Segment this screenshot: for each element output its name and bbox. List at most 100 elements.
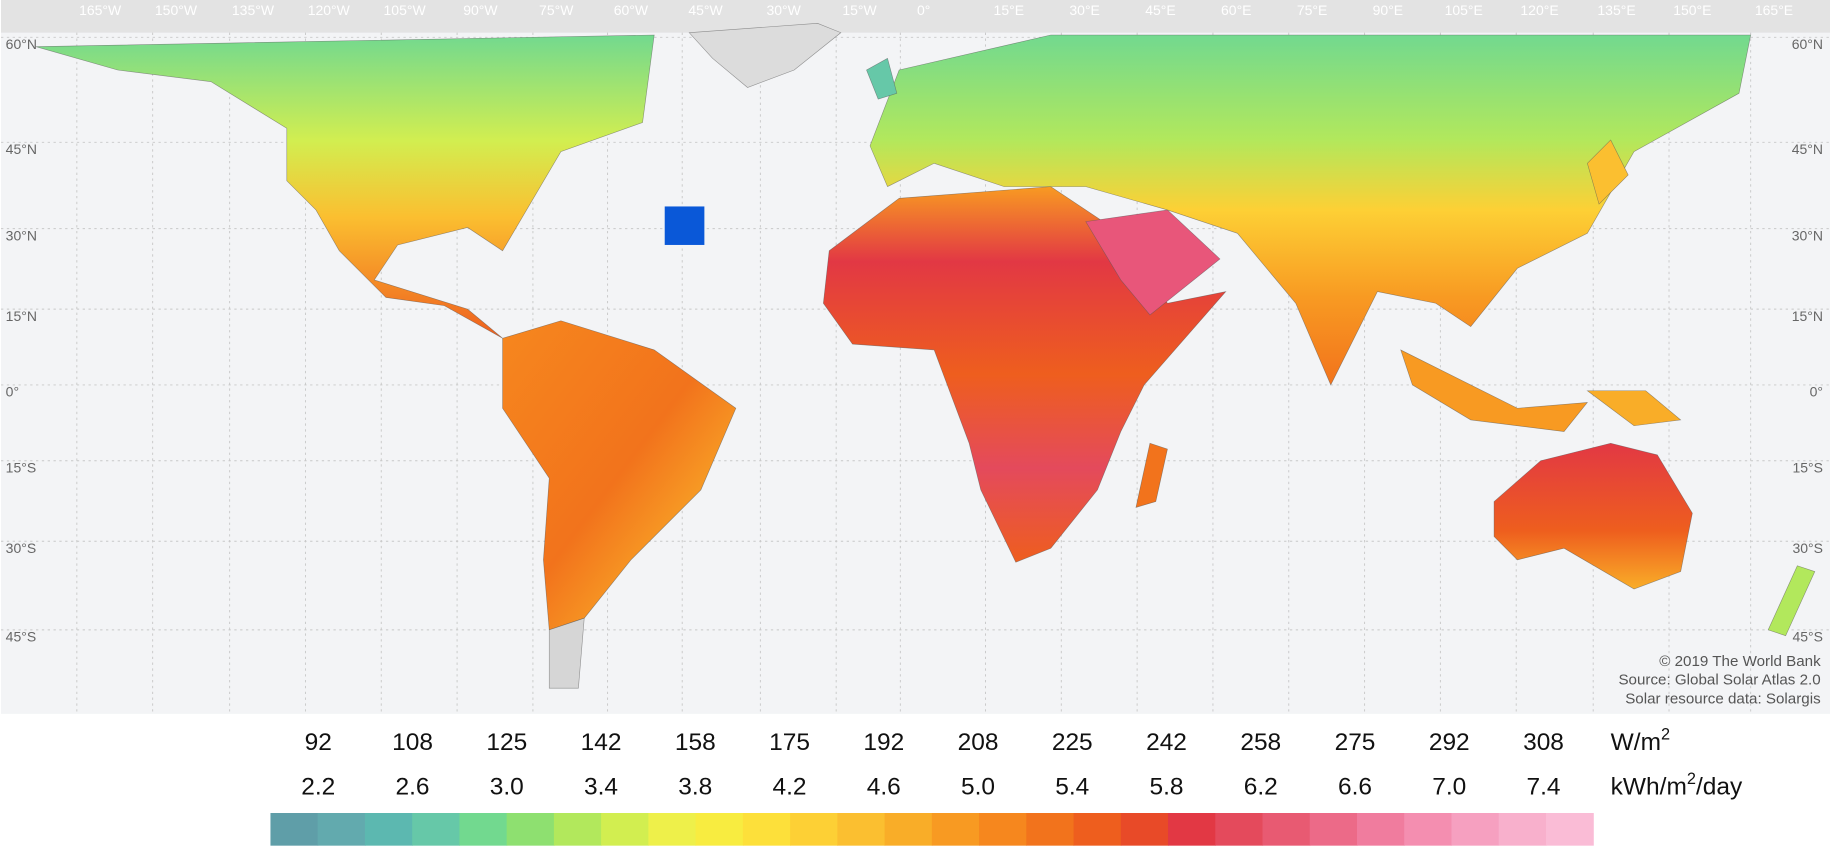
color-swatch — [1262, 813, 1311, 846]
color-swatch — [1545, 813, 1594, 846]
power-value: 225 — [1052, 729, 1093, 756]
color-swatch — [506, 813, 555, 846]
latitude-label-right: 30°S — [1793, 540, 1823, 556]
color-swatch — [979, 813, 1027, 846]
power-value: 175 — [769, 729, 810, 756]
color-swatch — [742, 813, 791, 846]
latitude-label-left: 30°N — [6, 227, 37, 243]
longitude-label: 165°E — [1755, 2, 1793, 18]
south-america — [502, 320, 737, 631]
power-value: 292 — [1429, 729, 1470, 756]
color-swatch — [648, 813, 697, 846]
unit-sup: 2 — [1661, 726, 1670, 744]
attribution: Solar resource data: Solargis — [1625, 690, 1821, 707]
top-band — [1, 0, 1830, 33]
eurasia — [869, 34, 1752, 386]
energy-value: 7.0 — [1432, 773, 1466, 800]
energy-value: 3.0 — [490, 773, 524, 800]
color-swatch — [1451, 813, 1500, 846]
power-value: 192 — [863, 729, 904, 756]
latitude-label-right: 45°S — [1793, 629, 1823, 645]
color-swatch — [931, 813, 980, 846]
land — [35, 23, 1816, 689]
japan — [1587, 139, 1629, 205]
legend: 92 108 125 142 158 175 192 208 225 242 258 275 292 30… — [270, 726, 1743, 846]
longitude-label: 75°W — [539, 2, 574, 18]
color-swatch — [459, 813, 508, 846]
new-zealand — [1767, 565, 1816, 637]
latitude-label-right: 0° — [1810, 384, 1823, 400]
unit-base: kWh/m — [1611, 773, 1687, 800]
energy-value: 3.4 — [584, 773, 618, 800]
longitude-label: 45°E — [1145, 2, 1175, 18]
longitude-label: 120°E — [1520, 2, 1558, 18]
power-value: 308 — [1523, 729, 1564, 756]
latitude-label-left: 30°S — [6, 540, 36, 556]
latitude-label-right: 15°N — [1792, 308, 1823, 324]
longitude-label: 150°E — [1673, 2, 1711, 18]
latitude-label-left: 60°N — [6, 36, 37, 52]
color-swatch — [790, 813, 838, 846]
latitude-label-left: 45°S — [6, 629, 36, 645]
longitude-label: 105°E — [1445, 2, 1483, 18]
color-swatch — [1215, 813, 1264, 846]
color-swatch — [317, 813, 366, 846]
color-swatch — [1168, 813, 1216, 846]
energy-value: 2.2 — [301, 773, 335, 800]
latitude-label-left: 0° — [6, 384, 19, 400]
power-value: 158 — [675, 729, 716, 756]
power-value: 242 — [1146, 729, 1187, 756]
patagonia — [548, 617, 585, 689]
longitude-label: 75°E — [1297, 2, 1327, 18]
energy-value: 7.4 — [1526, 773, 1560, 800]
australia — [1493, 442, 1693, 590]
longitude-label: 90°W — [463, 2, 498, 18]
longitude-label: 150°W — [155, 2, 198, 18]
unit: kWh/m2/day — [1611, 770, 1743, 800]
color-swatch — [884, 813, 933, 846]
color-swatch — [695, 813, 744, 846]
color-swatch — [601, 813, 649, 846]
latitude-label-left: 45°N — [6, 141, 37, 157]
color-swatch — [553, 813, 602, 846]
energy-value: 5.0 — [961, 773, 995, 800]
latitude-label-right: 30°N — [1792, 227, 1823, 243]
power-value: 275 — [1335, 729, 1376, 756]
longitude-label: 135°E — [1597, 2, 1635, 18]
longitude-label: 60°W — [614, 2, 649, 18]
new-guinea — [1586, 390, 1682, 427]
color-swatch — [270, 813, 319, 846]
color-swatch — [1498, 813, 1547, 846]
color-swatch — [1073, 813, 1122, 846]
longitude-label: 30°W — [767, 2, 802, 18]
arabia — [1085, 209, 1221, 316]
latitude-label-left: 15°N — [6, 308, 37, 324]
power-value: 258 — [1240, 729, 1281, 756]
greenland — [688, 23, 842, 88]
longitude-label: 90°E — [1373, 2, 1403, 18]
britain — [866, 57, 898, 100]
indonesia — [1400, 349, 1589, 432]
power-value: 208 — [958, 729, 999, 756]
energy-value: 5.4 — [1055, 773, 1089, 800]
energy-value: 5.8 — [1149, 773, 1183, 800]
longitude-label: 120°W — [308, 2, 351, 18]
attribution: © 2019 The World Bank — [1659, 653, 1821, 670]
marker — [664, 206, 705, 245]
power-value: 142 — [581, 729, 622, 756]
unit: W/m2 — [1611, 726, 1670, 756]
longitude-label: 135°W — [232, 2, 275, 18]
longitude-label: 15°W — [842, 2, 877, 18]
longitude-label: 105°W — [384, 2, 427, 18]
color-swatch — [1356, 813, 1405, 846]
longitude-label: 45°W — [688, 2, 723, 18]
unit-tail: /day — [1696, 773, 1743, 800]
longitude-label: 30°E — [1069, 2, 1099, 18]
longitude-label: 15°E — [994, 2, 1024, 18]
latitude-label-right: 15°S — [1793, 459, 1823, 475]
longitude-label: 60°E — [1221, 2, 1251, 18]
madagascar — [1135, 442, 1168, 508]
unit-sup: 2 — [1687, 770, 1696, 788]
energy-value: 6.2 — [1244, 773, 1278, 800]
